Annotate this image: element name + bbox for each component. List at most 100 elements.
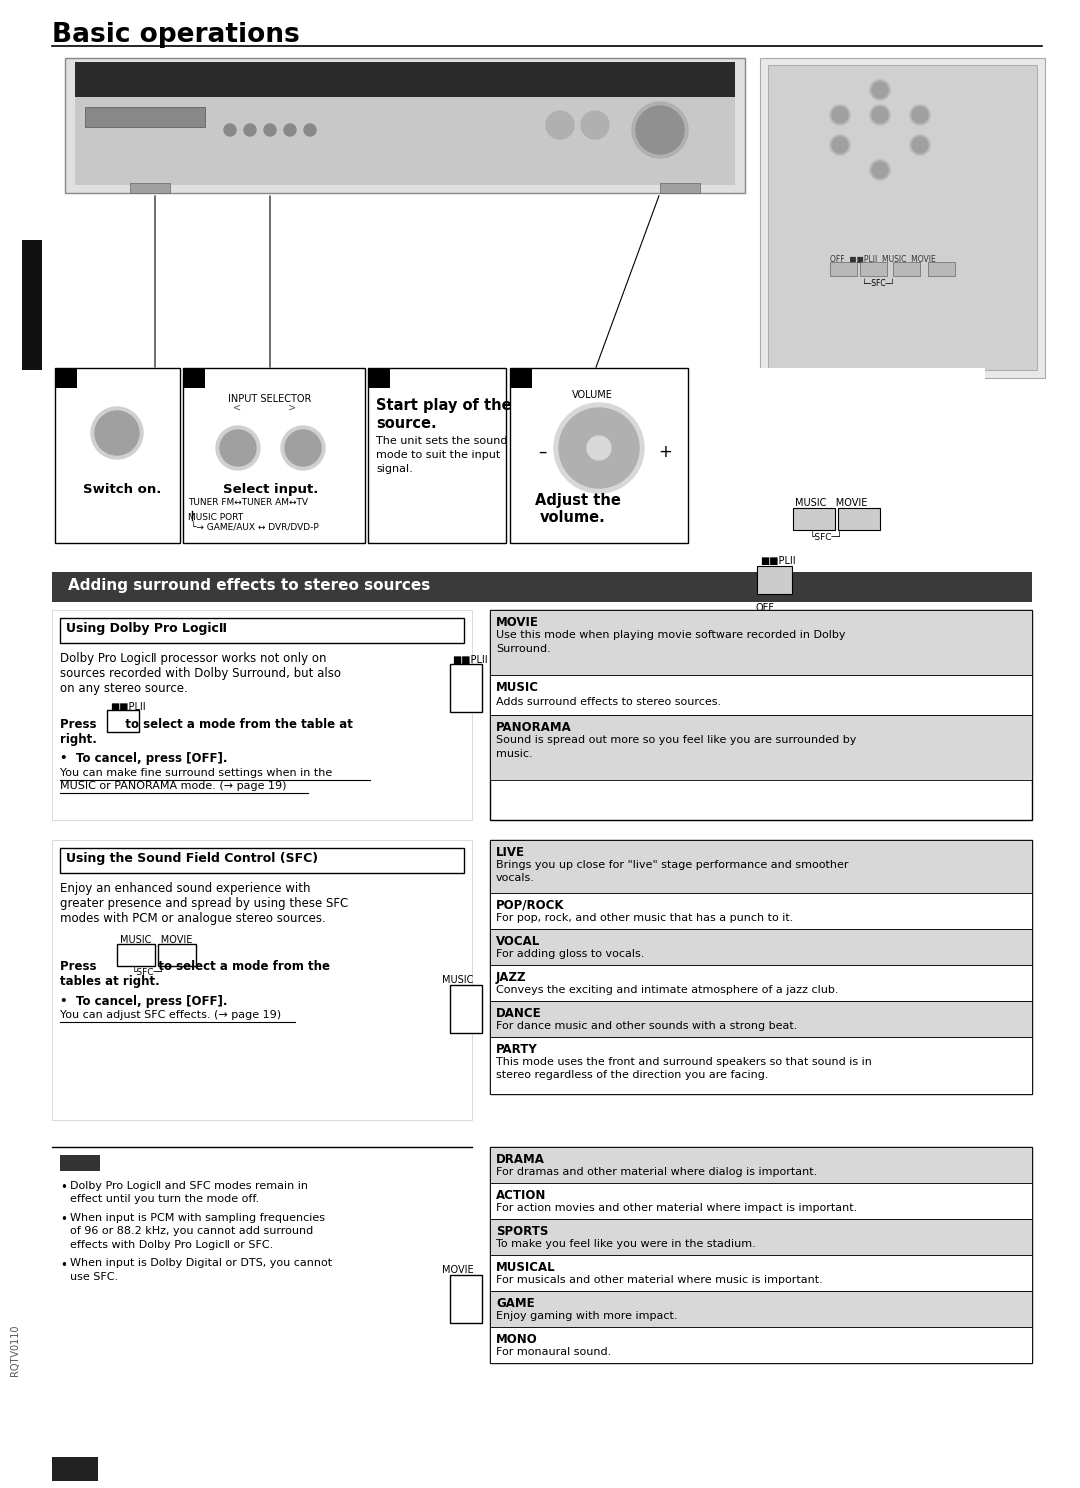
Bar xyxy=(760,58,1045,378)
Circle shape xyxy=(872,82,888,98)
Bar xyxy=(660,183,700,193)
Text: MOVIE: MOVIE xyxy=(442,1265,474,1275)
Bar xyxy=(793,507,835,530)
Text: Press               to select a mode from the: Press to select a mode from the xyxy=(60,960,330,973)
Text: You can make fine surround settings when in the: You can make fine surround settings when… xyxy=(60,768,333,778)
Text: GAME: GAME xyxy=(496,1298,535,1309)
Circle shape xyxy=(831,106,850,125)
Text: Note: Note xyxy=(64,1158,92,1167)
Circle shape xyxy=(910,135,930,155)
Text: ■■PLlI: ■■PLlI xyxy=(453,655,488,665)
Bar xyxy=(55,368,77,388)
Circle shape xyxy=(912,137,928,153)
Bar xyxy=(158,943,195,966)
Bar xyxy=(75,62,735,97)
Text: •  To cancel, press [OFF].: • To cancel, press [OFF]. xyxy=(60,751,228,765)
Bar xyxy=(510,368,532,388)
Text: Surround.: Surround. xyxy=(496,644,551,655)
Text: JAZZ: JAZZ xyxy=(496,972,527,984)
Text: Adds surround effects to stereo sources.: Adds surround effects to stereo sources. xyxy=(496,696,721,707)
Text: For adding gloss to vocals.: For adding gloss to vocals. xyxy=(496,949,645,958)
Text: MUSIC or PANORAMA mode. (→ page 19): MUSIC or PANORAMA mode. (→ page 19) xyxy=(60,781,286,792)
Text: tables at right.: tables at right. xyxy=(60,975,160,988)
Text: You can adjust SFC effects. (→ page 19): You can adjust SFC effects. (→ page 19) xyxy=(60,1010,281,1019)
Text: Dolby Pro LogicⅡ processor works not only on: Dolby Pro LogicⅡ processor works not onl… xyxy=(60,652,326,665)
Text: 1: 1 xyxy=(58,371,68,385)
Text: effect until you turn the mode off.: effect until you turn the mode off. xyxy=(70,1195,259,1204)
Bar xyxy=(490,893,1032,929)
Bar xyxy=(183,368,205,388)
Bar xyxy=(490,841,1032,1094)
Text: └─SFC─┘: └─SFC─┘ xyxy=(862,278,895,289)
Text: MUSIC   MOVIE: MUSIC MOVIE xyxy=(795,498,867,507)
Bar xyxy=(183,368,365,543)
Text: LIVE: LIVE xyxy=(496,847,525,859)
Text: TUNER FM↔TUNER AM↔TV: TUNER FM↔TUNER AM↔TV xyxy=(188,498,308,507)
Bar xyxy=(490,1037,1032,1094)
Circle shape xyxy=(912,107,928,124)
Bar xyxy=(768,65,1037,371)
Bar xyxy=(893,262,920,275)
Circle shape xyxy=(636,106,684,153)
Bar xyxy=(490,1183,1032,1219)
Text: RQTV0110: RQTV0110 xyxy=(10,1324,21,1376)
Text: –: – xyxy=(538,443,546,461)
Text: OFF: OFF xyxy=(755,603,774,613)
Bar xyxy=(450,985,482,1033)
Text: Basic operations: Basic operations xyxy=(52,22,300,48)
Text: use SFC.: use SFC. xyxy=(70,1272,118,1283)
Bar xyxy=(490,610,1032,676)
Bar xyxy=(490,716,1032,780)
Circle shape xyxy=(95,411,139,455)
Text: MUSIC: MUSIC xyxy=(442,975,473,985)
Text: Conveys the exciting and intimate atmosphere of a jazz club.: Conveys the exciting and intimate atmosp… xyxy=(496,985,838,995)
Bar xyxy=(490,1292,1032,1327)
Circle shape xyxy=(872,162,888,179)
Text: MOVIE: MOVIE xyxy=(496,616,539,629)
Text: MUSIC PORT: MUSIC PORT xyxy=(188,513,243,522)
Bar xyxy=(52,1457,98,1481)
Text: +: + xyxy=(658,443,672,461)
Bar xyxy=(490,610,1032,820)
Circle shape xyxy=(285,430,321,466)
Text: To make you feel like you were in the stadium.: To make you feel like you were in the st… xyxy=(496,1240,756,1248)
Bar xyxy=(52,841,472,1120)
Circle shape xyxy=(284,124,296,135)
Circle shape xyxy=(870,106,890,125)
Text: Press       to select a mode from the table at: Press to select a mode from the table at xyxy=(60,719,353,731)
Bar xyxy=(85,107,205,126)
Circle shape xyxy=(220,430,256,466)
Text: effects with Dolby Pro LogicⅡ or SFC.: effects with Dolby Pro LogicⅡ or SFC. xyxy=(70,1240,273,1250)
Text: •: • xyxy=(60,1259,67,1272)
Bar xyxy=(696,368,985,543)
Text: 12: 12 xyxy=(64,1460,86,1478)
Bar xyxy=(490,929,1032,966)
Text: This mode uses the front and surround speakers so that sound is in: This mode uses the front and surround sp… xyxy=(496,1056,872,1067)
Bar xyxy=(55,368,180,543)
Bar xyxy=(75,97,735,185)
Bar xyxy=(52,610,472,820)
Text: greater presence and spread by using these SFC: greater presence and spread by using the… xyxy=(60,897,348,911)
Text: Brings you up close for "live" stage performance and smoother: Brings you up close for "live" stage per… xyxy=(496,860,849,870)
Text: Using the Sound Field Control (SFC): Using the Sound Field Control (SFC) xyxy=(66,853,319,865)
Circle shape xyxy=(872,107,888,124)
Text: ■■PLlI: ■■PLlI xyxy=(760,557,796,565)
Text: MUSIC   MOVIE: MUSIC MOVIE xyxy=(120,934,192,945)
Text: The unit sets the sound: The unit sets the sound xyxy=(376,436,508,446)
Text: 2: 2 xyxy=(186,371,197,385)
Bar xyxy=(450,664,482,711)
Text: Adding surround effects to stereo sources: Adding surround effects to stereo source… xyxy=(68,577,430,594)
Circle shape xyxy=(588,436,611,460)
Circle shape xyxy=(910,106,930,125)
Text: For pop, rock, and other music that has a punch to it.: For pop, rock, and other music that has … xyxy=(496,914,794,923)
Bar xyxy=(490,1147,1032,1363)
Text: When input is Dolby Digital or DTS, you cannot: When input is Dolby Digital or DTS, you … xyxy=(70,1259,333,1268)
Text: VOLUME: VOLUME xyxy=(572,390,612,400)
Text: mode to suit the input: mode to suit the input xyxy=(376,449,500,460)
Bar xyxy=(490,1219,1032,1254)
Bar xyxy=(928,262,955,275)
Text: For monaural sound.: For monaural sound. xyxy=(496,1347,611,1357)
Text: Switch on.: Switch on. xyxy=(83,484,161,496)
Bar xyxy=(860,262,887,275)
Circle shape xyxy=(831,135,850,155)
